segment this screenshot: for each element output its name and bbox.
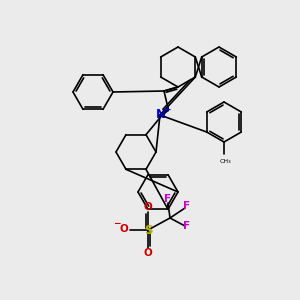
Text: F: F <box>183 201 190 211</box>
Text: S: S <box>144 224 152 236</box>
Text: +: + <box>164 104 172 113</box>
Text: O: O <box>144 202 152 212</box>
Text: −: − <box>113 220 121 229</box>
Text: N: N <box>156 107 166 121</box>
Text: F: F <box>164 194 172 204</box>
Text: CH₃: CH₃ <box>219 159 231 164</box>
Text: O: O <box>120 224 128 234</box>
Text: F: F <box>183 221 190 231</box>
Text: O: O <box>144 248 152 258</box>
